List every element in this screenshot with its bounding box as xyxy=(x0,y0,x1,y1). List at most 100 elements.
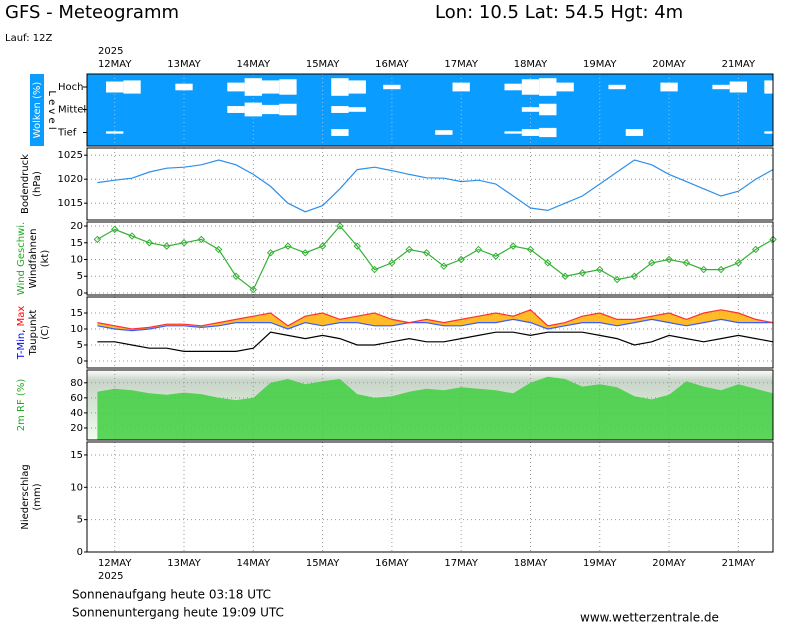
marker xyxy=(353,242,361,250)
x-tick-label: 19MAY xyxy=(583,59,617,70)
marker xyxy=(336,222,344,230)
y-axis-label: (kt) xyxy=(40,250,51,268)
run: Lauf: 12Z xyxy=(5,33,52,44)
marker xyxy=(492,252,500,260)
y-axis-label-part: Max xyxy=(16,306,27,327)
cloud-cell xyxy=(279,103,297,116)
x-tick-label: 15MAY xyxy=(306,59,340,70)
marker xyxy=(751,245,760,254)
panel-frame xyxy=(86,221,774,296)
y-tick-label: 1020 xyxy=(58,174,83,185)
cloud-cell xyxy=(106,81,124,93)
cloud-cell xyxy=(106,131,124,134)
y-axis-label: Windfahnen xyxy=(28,229,39,289)
cloud-cell xyxy=(539,103,557,116)
y-tick-label: 0 xyxy=(77,547,83,558)
y-tick-label: 10 xyxy=(70,482,83,493)
y-axis-label-part: Wolken (%) xyxy=(32,82,43,139)
marker xyxy=(699,265,708,274)
marker xyxy=(111,225,119,234)
x-tick-label: 16MAY xyxy=(375,59,409,70)
marker xyxy=(301,249,309,257)
x-tick-label: 17MAY xyxy=(444,558,478,569)
panel-frame xyxy=(86,73,774,147)
y-axis-label-part: Niederschlag xyxy=(20,464,31,529)
cloud-cell xyxy=(712,84,730,90)
cloud-cell xyxy=(123,80,141,94)
cloud-cell xyxy=(175,83,193,91)
x-tick-label: 14MAY xyxy=(237,558,271,569)
cloud-cell xyxy=(625,129,644,136)
y-tick-label: 1015 xyxy=(58,198,83,209)
y-tick-label: 5 xyxy=(77,340,83,351)
marker xyxy=(734,259,743,267)
x-tick-label: 20MAY xyxy=(652,59,686,70)
x-tick-label: 17MAY xyxy=(444,59,478,70)
marker xyxy=(544,259,552,267)
series-line xyxy=(97,331,774,352)
panel-bg xyxy=(87,222,773,295)
panel-bg xyxy=(87,148,773,220)
x-tick-label: 18MAY xyxy=(514,558,548,569)
y-tick-label: 60 xyxy=(70,393,83,404)
cloud-cell xyxy=(331,129,349,136)
cloud-cell xyxy=(261,80,280,94)
cloud-cell xyxy=(452,82,470,92)
x-tick-label: 21MAY xyxy=(722,558,756,569)
panel-frame xyxy=(86,369,774,441)
y-axis-label: Niederschlag xyxy=(20,464,31,529)
y-tick-label: 80 xyxy=(70,378,83,389)
y-axis-label-part: (C) xyxy=(40,325,51,340)
marker xyxy=(266,249,275,257)
marker xyxy=(128,232,136,240)
x-tick-label: 12MAY xyxy=(98,59,132,70)
marker xyxy=(197,235,206,244)
y-axis-label: (C) xyxy=(40,325,51,340)
marker xyxy=(578,269,587,277)
y-axis-label: 2m RF (%) xyxy=(16,379,27,432)
cloud-cell xyxy=(244,102,262,117)
x-tick-label: 15MAY xyxy=(306,558,340,569)
marker xyxy=(526,245,535,254)
cloud-cell xyxy=(660,82,678,92)
marker xyxy=(318,242,327,250)
cloud-cell xyxy=(521,79,540,95)
cloud-cell xyxy=(227,82,245,92)
cloud-cell xyxy=(504,83,522,91)
marker xyxy=(422,249,431,257)
level-label: Mittel xyxy=(58,105,86,116)
y-tick-label: 10 xyxy=(70,324,83,335)
panel-bg xyxy=(87,297,773,368)
sunset: Sonnenuntergang heute 19:09 UTC xyxy=(72,606,284,620)
year: 2025 xyxy=(98,46,123,57)
year: 2025 xyxy=(98,571,123,582)
location: Lon: 10.5 Lat: 54.5 Hgt: 4m xyxy=(435,2,683,23)
y-axis-label-part: Bodendruck xyxy=(20,154,31,214)
y-tick-label: 20 xyxy=(70,221,83,232)
y-axis-label-part: , xyxy=(16,326,27,332)
marker xyxy=(596,265,604,274)
level-axis-label: L e v e l xyxy=(46,90,57,129)
marker xyxy=(561,272,569,280)
y-tick-label: 0 xyxy=(77,288,83,299)
marker xyxy=(284,242,292,250)
y-axis-label: Wolken (%) xyxy=(32,82,43,139)
level-label: Tief xyxy=(57,128,77,139)
panel-bg xyxy=(87,442,773,552)
cloud-cell xyxy=(348,80,366,94)
title: GFS - Meteogramm xyxy=(5,2,179,23)
x-tick-label: 21MAY xyxy=(722,59,756,70)
panel-frame xyxy=(86,147,774,221)
marker xyxy=(509,242,517,250)
marker xyxy=(232,272,240,280)
y-axis-label-part: Windfahnen xyxy=(28,229,39,289)
cloud-cell xyxy=(261,104,280,115)
cloud-cell xyxy=(608,84,626,90)
y-axis-label-part: Taupunkt xyxy=(28,310,39,357)
cloud-cell xyxy=(348,107,366,112)
y-tick-label: 15 xyxy=(70,450,83,461)
y-axis-label-part: 2m RF (%) xyxy=(16,379,27,432)
marker xyxy=(613,275,621,284)
x-tick-label: 18MAY xyxy=(514,59,548,70)
